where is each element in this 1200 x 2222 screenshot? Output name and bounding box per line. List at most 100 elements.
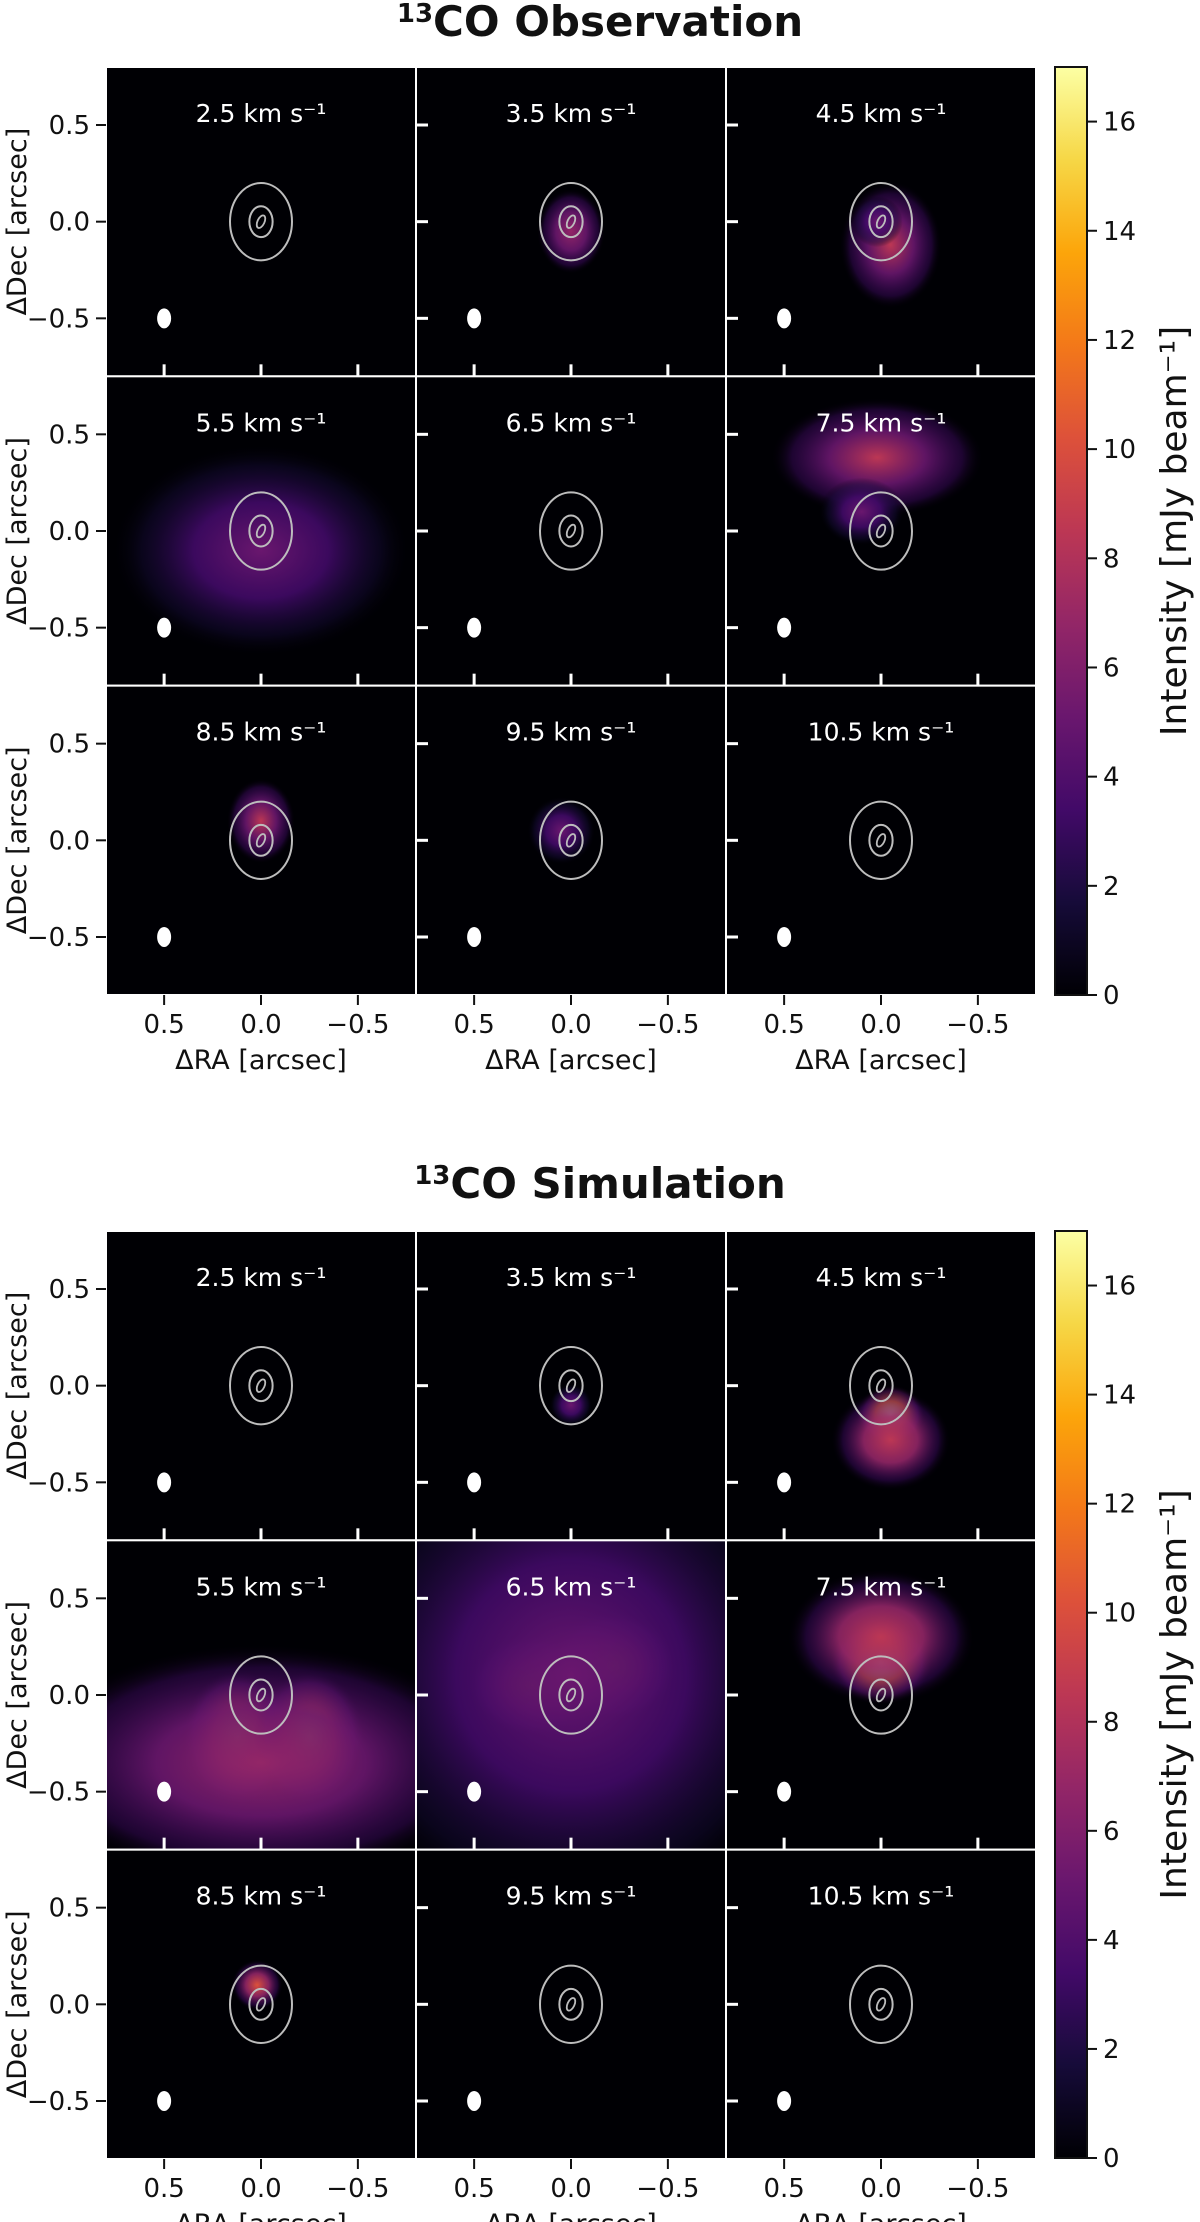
figure-title-simulation: 13CO Simulation xyxy=(414,1159,786,1208)
y-axis-label: ΔDec [arcsec] xyxy=(2,1601,33,1789)
velocity-label: 2.5 km s⁻¹ xyxy=(196,99,327,128)
channel-panel-6.5: 6.5 km s⁻¹ xyxy=(415,1539,727,1851)
emission-blob xyxy=(226,778,296,864)
colorbar-tick-label: 14 xyxy=(1103,1381,1136,1411)
observation-figure: 2.5 km s⁻¹ 0.5 0.0 −0.5 ΔDec [arcsec] 3.5 km … xyxy=(2,66,1195,1076)
ytick-label: −0.5 xyxy=(27,304,90,334)
colorbar-tick-label: 12 xyxy=(1103,326,1136,356)
colorbar-label: Intensity [mJy beam⁻¹] xyxy=(1154,326,1195,736)
contour-outer xyxy=(229,800,293,880)
beam-ellipse xyxy=(467,926,482,947)
contour-inner xyxy=(565,833,577,848)
contour-outer xyxy=(849,1345,913,1426)
beam-ellipse xyxy=(467,1472,482,1493)
y-axis-label: ΔDec [arcsec] xyxy=(2,437,33,625)
contour-outer xyxy=(229,181,293,262)
beam-ellipse xyxy=(157,926,172,947)
contour-outer xyxy=(849,181,913,262)
emission-layer xyxy=(106,1643,416,1850)
beam-ellipse xyxy=(157,1781,172,1802)
x-axis-label: ΔRA [arcsec] xyxy=(485,1045,657,1076)
contour-inner xyxy=(875,1997,887,2012)
contour-outer xyxy=(849,491,913,571)
velocity-label: 5.5 km s⁻¹ xyxy=(196,408,327,437)
contour-inner xyxy=(565,1378,577,1393)
emission-blob xyxy=(106,1643,416,1850)
velocity-label: 2.5 km s⁻¹ xyxy=(196,1263,327,1292)
contour-outer xyxy=(539,491,603,571)
contour-outer xyxy=(229,1964,293,2044)
velocity-label: 6.5 km s⁻¹ xyxy=(506,408,637,437)
contour-mid xyxy=(558,1369,584,1403)
beam-ellipse xyxy=(777,308,792,329)
emission-layer xyxy=(111,443,411,657)
contour-mid xyxy=(248,1678,274,1712)
velocity-label: 4.5 km s⁻¹ xyxy=(816,99,947,128)
xtick-label: 0.0 xyxy=(240,1010,281,1040)
contour-mid xyxy=(248,205,274,239)
emission-blob xyxy=(416,1540,726,1850)
figure-title-observation: 13CO Observation xyxy=(397,0,803,46)
channel-panel-10.5: 10.5 km s⁻¹ 0.5 0.0 −0.5 ΔRA [arcsec] xyxy=(725,684,1037,1076)
channel-panel-4.5: 4.5 km s⁻¹ xyxy=(725,1230,1037,1542)
contour-inner xyxy=(875,214,887,229)
channel-panel-7.5: 7.5 km s⁻¹ xyxy=(725,1539,1037,1851)
contour-mid xyxy=(868,823,894,857)
ytick-label: 0.5 xyxy=(49,1894,90,1924)
colorbar-tick-label: 2 xyxy=(1103,2035,1120,2065)
colorbar-tick-label: 8 xyxy=(1103,544,1120,574)
contour-mid xyxy=(868,1369,894,1403)
channel-panel-4.5: 4.5 km s⁻¹ xyxy=(725,66,1037,378)
contour-mid xyxy=(558,514,584,548)
velocity-label: 5.5 km s⁻¹ xyxy=(196,1572,327,1601)
xtick-label: 0.0 xyxy=(550,2174,591,2204)
channel-panel-9.5: 9.5 km s⁻¹ 0.5 0.0 −0.5 ΔRA [arcsec] xyxy=(415,1848,727,2222)
emission-layer xyxy=(787,1568,975,1706)
y-axis-label: ΔDec [arcsec] xyxy=(2,1910,33,2098)
velocity-label: 10.5 km s⁻¹ xyxy=(808,718,955,747)
beam-ellipse xyxy=(777,926,792,947)
colorbar-tick-label: 14 xyxy=(1103,217,1136,247)
emission-blob xyxy=(831,1388,951,1491)
channel-panel-9.5: 9.5 km s⁻¹ 0.5 0.0 −0.5 ΔRA [arcsec] xyxy=(415,684,727,1076)
colorbar: 0 2 4 6 8 10 12 14 16 Intensity [mJy beam⁻¹] xyxy=(1054,1230,1195,2174)
contour-inner xyxy=(565,1997,577,2012)
emission-blob xyxy=(787,1568,975,1706)
x-axis-label: ΔRA [arcsec] xyxy=(485,2209,657,2222)
contour-outer xyxy=(849,1964,913,2044)
contour-inner xyxy=(565,214,577,229)
contour-inner xyxy=(875,1378,887,1393)
colorbar-tick-label: 16 xyxy=(1103,108,1136,138)
colorbar-tick-label: 6 xyxy=(1103,1817,1120,1847)
emission-blob xyxy=(111,443,411,657)
ytick-label: 0.0 xyxy=(49,1990,90,2020)
xtick-label: −0.5 xyxy=(636,2174,699,2204)
x-axis-label: ΔRA [arcsec] xyxy=(175,2209,347,2222)
contour-inner xyxy=(565,523,577,539)
beam-ellipse xyxy=(467,617,482,638)
contour-mid xyxy=(248,514,274,548)
contour-outer xyxy=(849,1655,913,1735)
contour-mid xyxy=(868,1678,894,1712)
colorbar-tick-label: 10 xyxy=(1103,1599,1136,1629)
x-axis-label: ΔRA [arcsec] xyxy=(795,1045,967,1076)
channel-panel-7.5: 7.5 km s⁻¹ xyxy=(725,375,1037,687)
contour-inner xyxy=(255,523,267,539)
velocity-label: 3.5 km s⁻¹ xyxy=(506,99,637,128)
ytick-label: 0.0 xyxy=(49,208,90,238)
ytick-label: 0.5 xyxy=(49,111,90,141)
y-axis-label: ΔDec [arcsec] xyxy=(2,1292,33,1480)
colorbar-tick-label: 0 xyxy=(1103,981,1120,1011)
x-axis-label: ΔRA [arcsec] xyxy=(795,2209,967,2222)
xtick-label: 0.5 xyxy=(143,2174,184,2204)
colorbar-tick-label: 6 xyxy=(1103,653,1120,683)
ytick-label: 0.5 xyxy=(49,1584,90,1614)
ytick-label: −0.5 xyxy=(27,2087,90,2117)
contour-inner xyxy=(255,1378,267,1393)
xtick-label: 0.5 xyxy=(453,1010,494,1040)
contour-outer xyxy=(539,1345,603,1426)
colorbar-tick-label: 8 xyxy=(1103,1708,1120,1738)
